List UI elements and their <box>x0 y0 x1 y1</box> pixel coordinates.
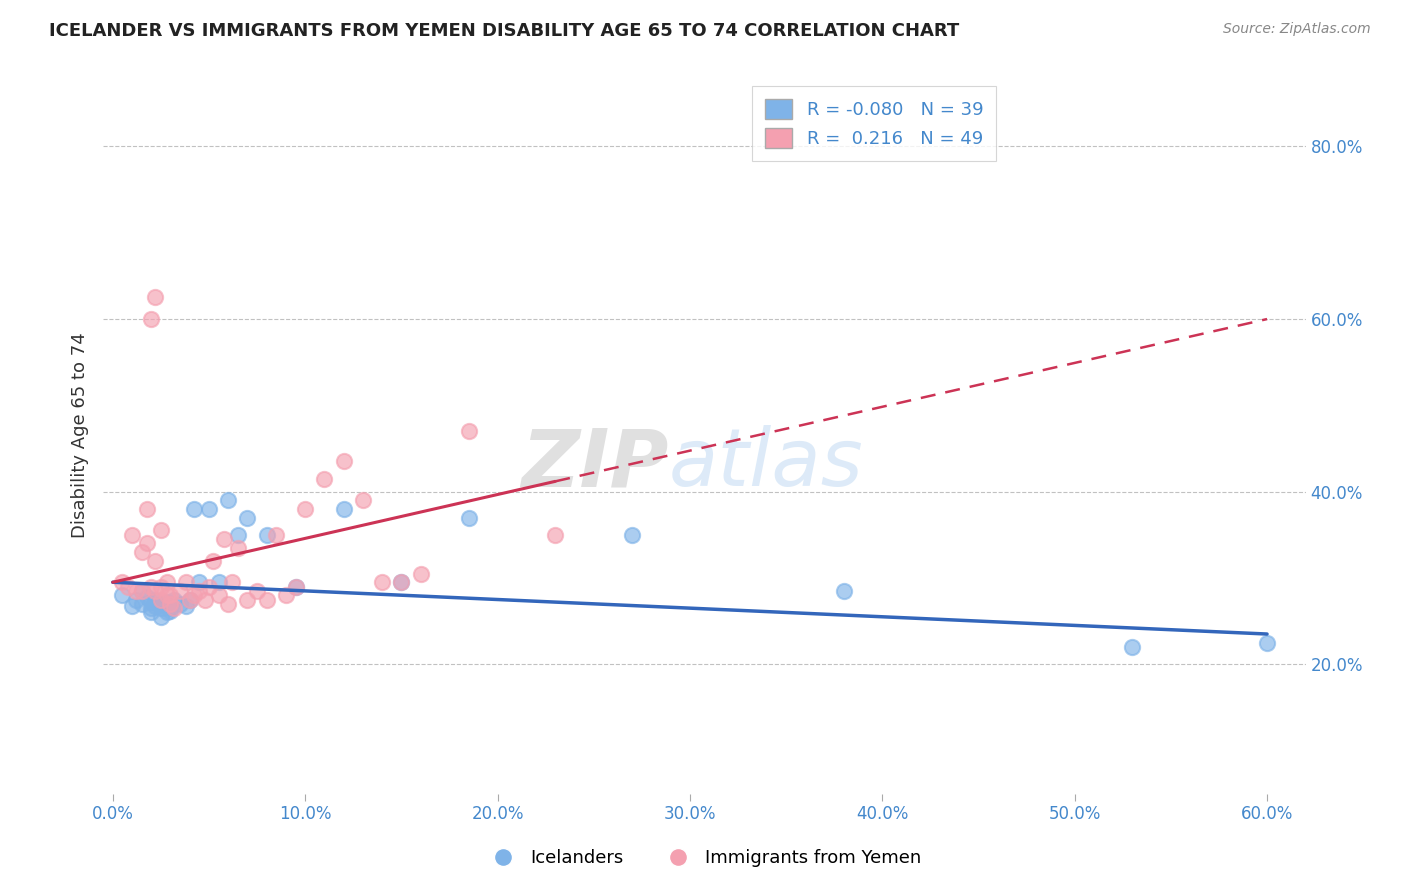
Point <box>284 580 307 594</box>
Point <box>201 554 224 568</box>
Point <box>136 502 159 516</box>
Point <box>125 592 148 607</box>
Point <box>131 597 153 611</box>
Point <box>188 575 211 590</box>
Point <box>159 597 181 611</box>
Y-axis label: Disability Age 65 to 74: Disability Age 65 to 74 <box>72 333 89 539</box>
Point <box>143 583 166 598</box>
Point <box>314 472 336 486</box>
Point <box>143 291 166 305</box>
Point <box>143 554 166 568</box>
Point <box>264 528 287 542</box>
Point <box>156 595 179 609</box>
Point <box>174 599 197 613</box>
Point <box>117 580 139 594</box>
Point <box>352 493 374 508</box>
Text: ICELANDER VS IMMIGRANTS FROM YEMEN DISABILITY AGE 65 TO 74 CORRELATION CHART: ICELANDER VS IMMIGRANTS FROM YEMEN DISAB… <box>49 22 959 40</box>
Point <box>169 583 191 598</box>
Point <box>156 606 179 620</box>
Point <box>179 592 201 607</box>
Point <box>159 601 181 615</box>
Point <box>217 493 239 508</box>
Point <box>217 597 239 611</box>
Point <box>141 606 163 620</box>
Point <box>183 588 205 602</box>
Point <box>226 541 249 555</box>
Point <box>149 524 172 538</box>
Point <box>156 575 179 590</box>
Point <box>179 592 201 607</box>
Point <box>274 588 297 602</box>
Point <box>111 588 134 602</box>
Point <box>832 583 855 598</box>
Point <box>163 601 186 615</box>
Point <box>457 424 479 438</box>
Point <box>214 532 236 546</box>
Point <box>256 528 278 542</box>
Point <box>141 312 163 326</box>
Point <box>409 566 432 581</box>
Point <box>143 599 166 613</box>
Point <box>207 575 229 590</box>
Point <box>183 502 205 516</box>
Point <box>169 597 191 611</box>
Point <box>332 502 354 516</box>
Text: Source: ZipAtlas.com: Source: ZipAtlas.com <box>1223 22 1371 37</box>
Legend: R = -0.080   N = 39, R =  0.216   N = 49: R = -0.080 N = 39, R = 0.216 N = 49 <box>752 87 995 161</box>
Text: ZIP: ZIP <box>520 425 668 503</box>
Point <box>207 588 229 602</box>
Point <box>159 597 181 611</box>
Point <box>131 545 153 559</box>
Point <box>125 583 148 598</box>
Point <box>149 580 172 594</box>
Point <box>256 592 278 607</box>
Point <box>246 583 269 598</box>
Point <box>141 595 163 609</box>
Point <box>111 575 134 590</box>
Point <box>294 502 316 516</box>
Point <box>226 528 249 542</box>
Point <box>621 528 644 542</box>
Point <box>284 580 307 594</box>
Point <box>389 575 412 590</box>
Point <box>159 588 181 602</box>
Point <box>221 575 243 590</box>
Point <box>544 528 567 542</box>
Point <box>141 601 163 615</box>
Legend: Icelanders, Immigrants from Yemen: Icelanders, Immigrants from Yemen <box>478 842 928 874</box>
Point <box>136 536 159 550</box>
Point <box>121 599 143 613</box>
Point <box>149 601 172 615</box>
Point <box>236 510 259 524</box>
Point <box>1121 640 1143 654</box>
Point <box>131 583 153 598</box>
Point <box>156 588 179 602</box>
Point <box>194 592 217 607</box>
Point <box>131 583 153 598</box>
Point <box>1256 635 1278 649</box>
Text: atlas: atlas <box>668 425 863 503</box>
Point <box>198 580 221 594</box>
Point <box>371 575 394 590</box>
Point <box>174 575 197 590</box>
Point <box>136 590 159 604</box>
Point <box>332 454 354 468</box>
Point <box>389 575 412 590</box>
Point <box>141 580 163 594</box>
Point <box>121 528 143 542</box>
Point <box>143 592 166 607</box>
Point <box>163 592 186 607</box>
Point <box>198 502 221 516</box>
Point <box>236 592 259 607</box>
Point <box>457 510 479 524</box>
Point <box>159 604 181 618</box>
Point <box>149 609 172 624</box>
Point <box>149 597 172 611</box>
Point <box>188 583 211 598</box>
Point <box>149 592 172 607</box>
